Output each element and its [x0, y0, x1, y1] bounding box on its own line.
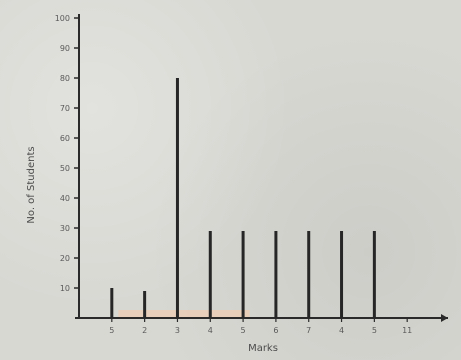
- bar-4: [208, 231, 212, 318]
- y-tick-label-10: 10: [60, 284, 70, 293]
- x-tick-label-1: 5: [109, 326, 114, 335]
- y-tick-label-20: 20: [60, 254, 70, 263]
- y-tick-label-40: 40: [60, 194, 70, 203]
- baseline-highlight-layer: [118, 310, 250, 318]
- bar-1: [110, 288, 114, 318]
- bar-9: [372, 231, 376, 318]
- x-tick-label-4: 4: [208, 326, 213, 335]
- y-tick-label-70: 70: [60, 104, 70, 113]
- x-tick-label-5: 5: [241, 326, 246, 335]
- bars-layer: [110, 78, 376, 318]
- x-tick-label-8: 4: [339, 326, 344, 335]
- x-ticks-layer: 5 2 3 4 5 6 7 4 5 11: [109, 318, 412, 335]
- y-tick-label-90: 90: [60, 44, 70, 53]
- bar-2: [143, 291, 147, 318]
- x-tick-label-7: 7: [306, 326, 311, 335]
- y-tick-label-50: 50: [60, 164, 70, 173]
- y-tick-label-100: 100: [55, 14, 70, 23]
- x-tick-label-10: 11: [402, 326, 412, 335]
- x-tick-label-3: 3: [175, 326, 180, 335]
- bar-8: [340, 231, 344, 318]
- bar-7: [307, 231, 311, 318]
- x-tick-label-2: 2: [142, 326, 147, 335]
- bar-3: [175, 78, 179, 318]
- axes-layer: [75, 14, 448, 322]
- y-tick-label-30: 30: [60, 224, 70, 233]
- y-tick-label-80: 80: [60, 74, 70, 83]
- x-axis-arrow: [441, 314, 448, 322]
- y-ticks-layer: 10 20 30 40 50 60 70 80 90 100: [55, 14, 80, 293]
- y-tick-label-60: 60: [60, 134, 70, 143]
- x-tick-label-9: 5: [372, 326, 377, 335]
- x-axis-title: Marks: [248, 343, 278, 354]
- x-tick-label-6: 6: [273, 326, 278, 335]
- baseline-highlight: [118, 310, 250, 318]
- y-axis-title: No. of Students: [26, 146, 37, 223]
- bar-5: [241, 231, 245, 318]
- bar-6: [274, 231, 278, 318]
